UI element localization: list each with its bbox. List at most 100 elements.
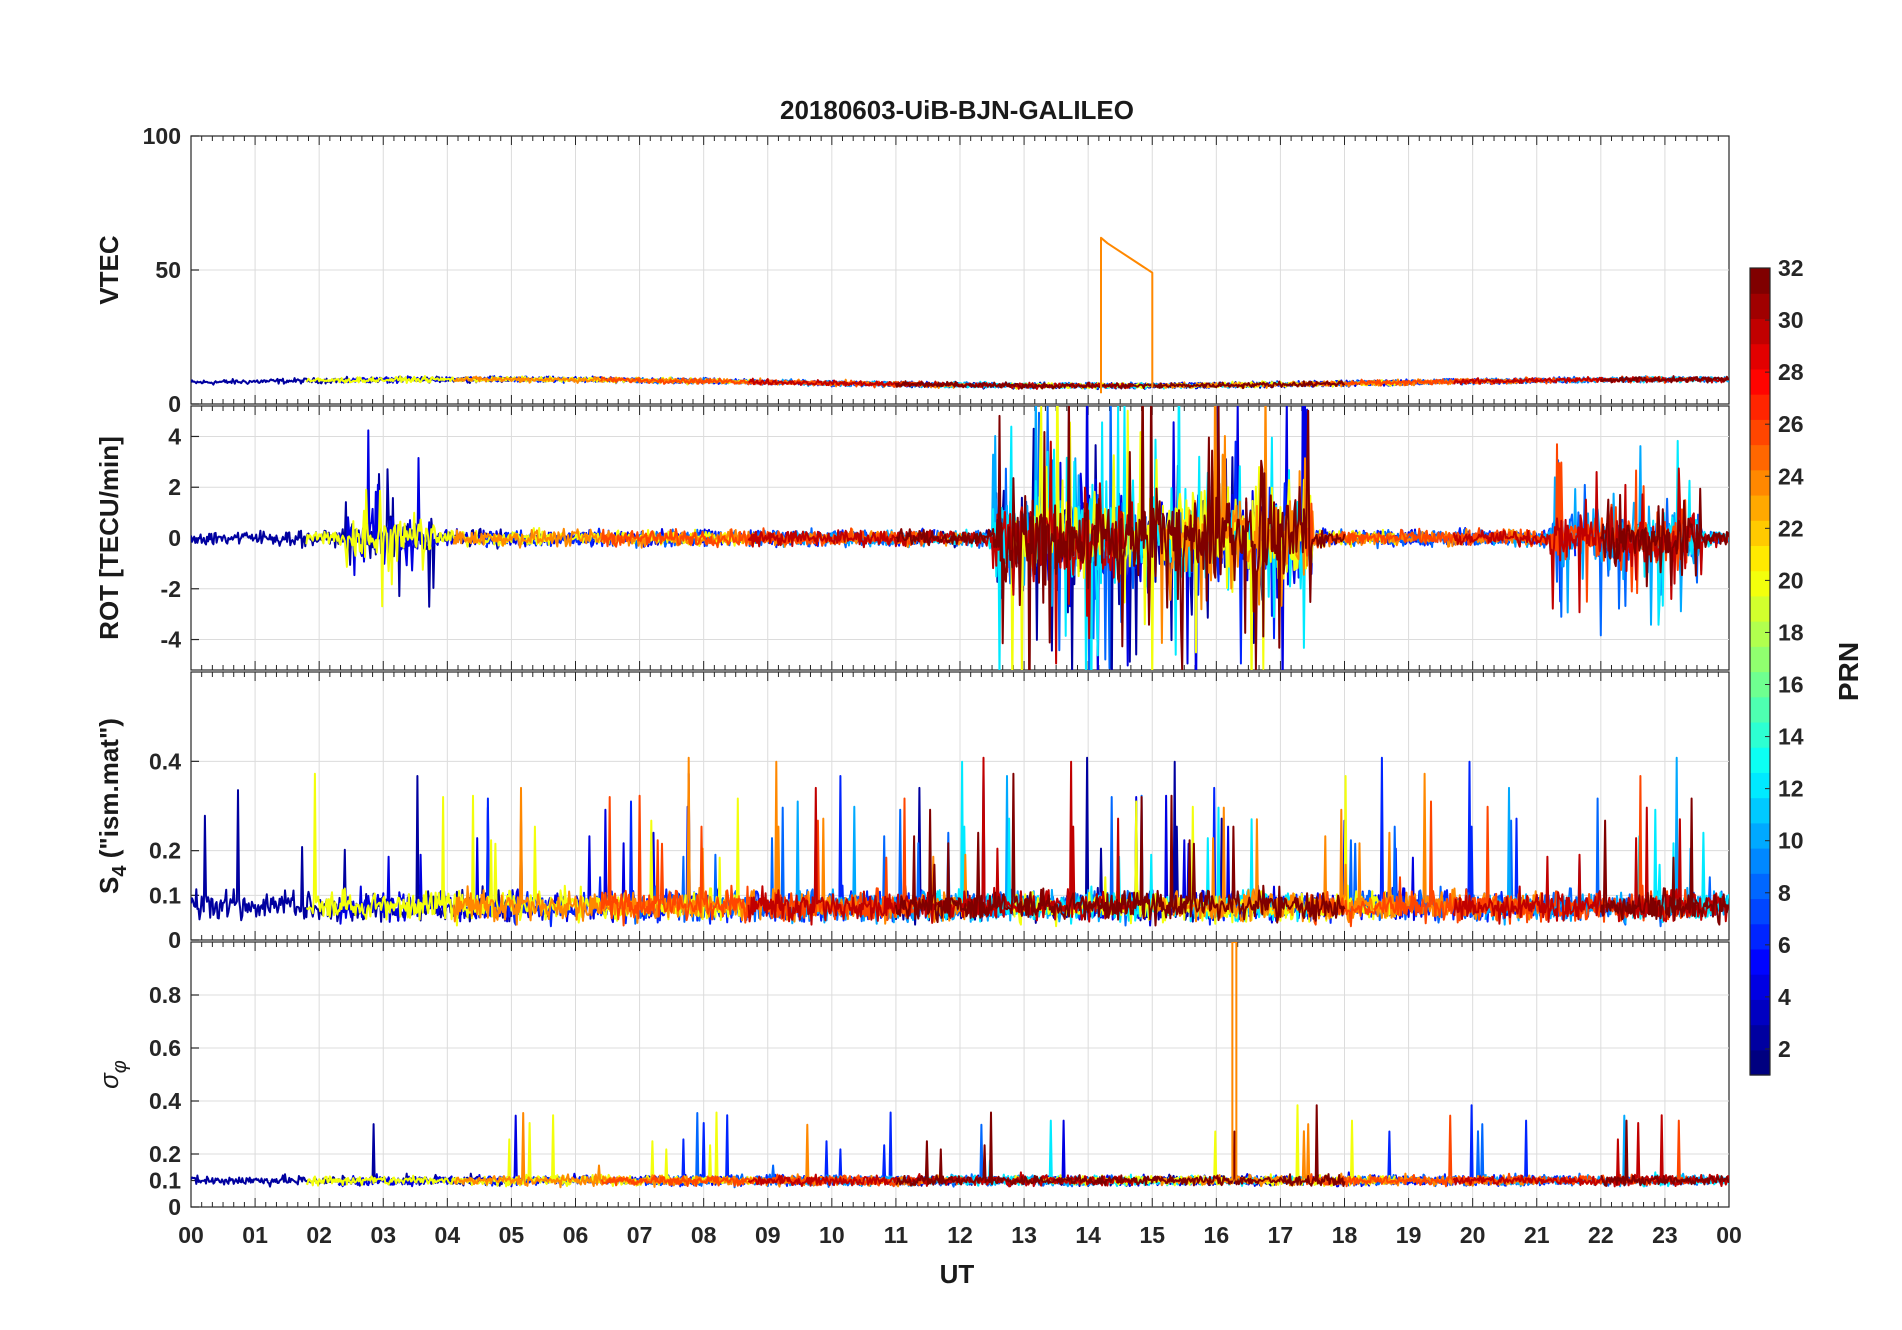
colorbar-tick-label: 10: [1778, 828, 1804, 854]
colorbar-tick-label: 20: [1778, 567, 1804, 593]
colorbar-step: [1750, 948, 1770, 975]
colorbar-label: PRN: [1833, 642, 1864, 701]
y-axis-label-sigma-phi: σφ: [94, 1060, 131, 1089]
colorbar-tick-label: 28: [1778, 359, 1804, 385]
y-label-main: S: [94, 877, 124, 894]
y-tick-label: 100: [143, 123, 181, 149]
x-tick-label: 10: [819, 1222, 845, 1248]
y-axis-label-rot: ROT [TECU/min]: [94, 436, 124, 640]
colorbar-step: [1750, 444, 1770, 471]
x-tick-label: 12: [947, 1222, 973, 1248]
colorbar-tick-label: 4: [1778, 984, 1791, 1010]
panel-sigma-phi: 00.10.2 0.4 0.6 0.8 σφ: [94, 941, 1730, 1220]
x-tick-label: 14: [1075, 1222, 1101, 1248]
y-axis-label-vtec: VTEC: [94, 235, 124, 305]
y-axis-label-s4: S4 ("ism.mat"): [94, 718, 131, 894]
traces: [191, 406, 1729, 670]
colorbar-step: [1750, 873, 1770, 900]
traces: [191, 236, 1729, 394]
colorbar-step: [1750, 394, 1770, 420]
x-tick-label: 05: [499, 1222, 525, 1248]
x-tick-label: 23: [1652, 1222, 1678, 1248]
series-prn-32: [895, 1104, 1346, 1187]
series-prn-24: [452, 756, 968, 926]
colorbar-step: [1750, 494, 1770, 521]
colorbar-tick-label: 12: [1778, 776, 1804, 802]
colorbar-step: [1750, 671, 1770, 698]
y-tick-label: 50: [155, 257, 181, 283]
colorbar-tick-label: 18: [1778, 619, 1804, 645]
colorbar-step: [1750, 999, 1770, 1026]
y-tick-label: 0.8: [149, 982, 181, 1008]
y-tick-label: 0: [168, 525, 181, 551]
colorbar-step: [1750, 1024, 1770, 1051]
colorbar-step: [1750, 747, 1770, 773]
colorbar-step: [1750, 293, 1770, 320]
y-label-sub: φ: [109, 1060, 131, 1073]
traces: [191, 942, 1729, 1189]
colorbar-tick-label: 14: [1778, 724, 1804, 750]
colorbar-step: [1750, 268, 1770, 294]
colorbar-step: [1750, 772, 1770, 799]
x-tick-label: 22: [1588, 1222, 1614, 1248]
panel-rot: -4 -2 0 2 4 ROT [TECU/min]: [94, 405, 1730, 671]
series-prn-30: [1452, 806, 1729, 925]
x-tick-label: 20: [1460, 1222, 1486, 1248]
x-tick-label: 02: [306, 1222, 332, 1248]
x-tick-label: 09: [755, 1222, 781, 1248]
y-tick-label: 4: [168, 423, 181, 449]
y-tick-label: 0.4: [149, 1088, 181, 1114]
colorbar-step: [1750, 822, 1770, 849]
colorbar-step: [1750, 621, 1770, 647]
colorbar-step: [1750, 318, 1770, 345]
y-tick-label: 0.6: [149, 1035, 181, 1061]
traces: [191, 756, 1729, 928]
series-prn-32: [1599, 797, 1729, 926]
colorbar-step: [1750, 419, 1770, 446]
x-tick-label: 04: [435, 1222, 461, 1248]
colorbar-tick-label: 8: [1778, 880, 1791, 906]
colorbar-tick-label: 16: [1778, 672, 1804, 698]
x-tick-label: 13: [1011, 1222, 1037, 1248]
y-label-main: σ: [94, 1072, 124, 1089]
y-tick-label: 0.1: [149, 1168, 181, 1194]
series-prn-32: [1599, 375, 1729, 384]
series-prn-24: [1231, 942, 1238, 1181]
x-tick-label: 00: [1716, 1222, 1742, 1248]
y-tick-label: 0: [168, 927, 181, 953]
series-prn-30: [747, 440, 1134, 665]
colorbar-step: [1750, 797, 1770, 824]
colorbar-step: [1750, 646, 1770, 673]
colorbar-step: [1750, 696, 1770, 723]
colorbar-step: [1750, 595, 1770, 622]
x-tick-label: 01: [242, 1222, 268, 1248]
series-prn-32: [894, 772, 1346, 927]
colorbar-step: [1750, 848, 1770, 874]
x-tick-label: 03: [370, 1222, 396, 1248]
y-tick-label: 2: [168, 474, 181, 500]
colorbar-step: [1750, 974, 1770, 1000]
chart-title: 20180603-UiB-BJN-GALILEO: [780, 95, 1134, 125]
series-prn-26: [600, 376, 922, 389]
colorbar-step: [1750, 545, 1770, 572]
y-tick-label: 0.2: [149, 838, 181, 864]
x-tick-label: 17: [1268, 1222, 1294, 1248]
colorbar-tick-label: 24: [1778, 463, 1804, 489]
x-axis: 00 01 02 03 04 05 06 07 08 09 10 11 12 13 14 15 16 17 18 19…: [178, 1222, 1742, 1248]
y-tick-label: 0.2: [149, 1141, 181, 1167]
colorbar-step: [1750, 570, 1770, 597]
colorbar-step: [1750, 721, 1770, 748]
x-tick-label: 16: [1204, 1222, 1230, 1248]
y-tick-label: -4: [161, 627, 182, 653]
colorbar-tick-label: 26: [1778, 411, 1804, 437]
colorbar-step: [1750, 898, 1770, 925]
x-tick-label: 15: [1139, 1222, 1165, 1248]
series-prn-24: [1100, 236, 1154, 394]
x-tick-label: 07: [627, 1222, 653, 1248]
colorbar-frame: [1749, 267, 1771, 1076]
series-prn-32: [1600, 487, 1729, 588]
colorbar-step: [1750, 343, 1770, 370]
y-label-rest: ("ism.mat"): [94, 718, 124, 865]
